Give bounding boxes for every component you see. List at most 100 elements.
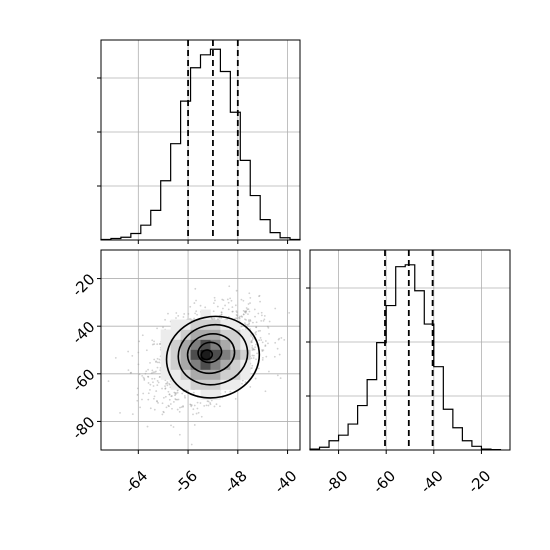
scatter-point — [166, 381, 169, 384]
xtick-label: -40 — [417, 467, 447, 497]
scatter-point — [158, 361, 161, 364]
scatter-point — [221, 298, 224, 301]
scatter-point — [235, 314, 238, 316]
scatter-point — [156, 361, 159, 364]
xtick-label: -20 — [464, 467, 494, 497]
xtick-label: -40 — [271, 467, 301, 497]
scatter-point — [183, 313, 186, 315]
scatter-point — [138, 373, 141, 376]
scatter-point — [189, 305, 192, 308]
scatter-point — [157, 402, 159, 404]
scatter-point — [194, 312, 197, 315]
scatter-point — [156, 343, 159, 346]
contour-line — [197, 341, 223, 364]
scatter-point — [153, 371, 156, 374]
density-block — [200, 389, 211, 400]
scatter-point — [174, 394, 176, 397]
scatter-point — [227, 301, 230, 304]
scatter-point — [142, 376, 145, 379]
ytick-label: -80 — [69, 413, 99, 443]
histogram-steps — [100, 48, 301, 241]
scatter-point — [168, 393, 171, 396]
scatter-point — [244, 328, 247, 330]
scatter-point — [252, 321, 254, 324]
scatter-point — [147, 392, 150, 395]
scatter-point — [156, 380, 159, 382]
scatter-point — [149, 361, 151, 364]
density-block — [210, 339, 221, 350]
scatter-point — [259, 336, 262, 339]
scatter-point — [195, 299, 197, 302]
scatter-point — [175, 392, 177, 394]
density-block — [200, 309, 211, 320]
density-block — [180, 359, 191, 370]
scatter-point — [274, 341, 277, 344]
scatter-point — [147, 382, 150, 384]
scatter-point — [213, 296, 216, 299]
scatter-point — [251, 367, 253, 369]
histogram-steps — [309, 264, 502, 451]
scatter-point — [267, 326, 270, 329]
scatter-point — [236, 311, 238, 314]
scatter-point — [173, 391, 176, 394]
scatter-point — [192, 391, 195, 394]
scatter-point — [254, 332, 257, 334]
scatter-point — [179, 406, 181, 409]
density-block — [230, 349, 241, 360]
xtick-label: -80 — [322, 467, 352, 497]
scatter-point — [187, 313, 190, 315]
density-block — [180, 329, 191, 340]
scatter-point — [127, 369, 130, 372]
scatter-point — [151, 377, 154, 380]
scatter-point — [278, 337, 281, 340]
scatter-point — [268, 332, 270, 335]
scatter-point — [181, 392, 184, 395]
scatter-point — [139, 406, 141, 409]
scatter-point — [161, 387, 163, 390]
density-block — [210, 389, 221, 400]
scatter-point — [193, 302, 196, 304]
scatter-point — [252, 348, 255, 351]
scatter-point — [207, 400, 210, 403]
scatter-point — [147, 375, 150, 378]
scatter-point — [209, 403, 212, 406]
density-block — [190, 319, 201, 330]
scatter-point — [239, 315, 241, 318]
scatter-point — [163, 411, 165, 414]
scatter-point — [256, 352, 258, 355]
density-block — [220, 349, 231, 360]
scatter-point — [218, 316, 221, 319]
scatter-point — [247, 319, 250, 322]
scatter-point — [249, 296, 252, 299]
scatter-point — [231, 310, 234, 313]
scatter-point — [147, 368, 149, 371]
scatter-point — [231, 306, 234, 309]
density-block — [180, 379, 191, 390]
density-blocks — [160, 309, 251, 400]
scatter-point — [242, 309, 245, 312]
scatter-point — [246, 308, 249, 311]
ytick-label: -40 — [69, 318, 99, 348]
scatter-point — [224, 304, 226, 307]
scatter-point — [235, 289, 238, 292]
density-block — [240, 349, 251, 360]
marginal-histogram-param1 — [97, 39, 301, 244]
scatter-point — [156, 400, 158, 403]
scatter-point — [153, 408, 156, 411]
scatter-point — [211, 318, 214, 320]
density-block — [170, 369, 181, 380]
scatter-point — [142, 392, 145, 395]
scatter-point — [107, 380, 110, 383]
scatter-point — [210, 317, 213, 320]
scatter-point — [261, 356, 264, 359]
density-block — [220, 319, 231, 330]
scatter-point — [244, 318, 246, 321]
scatter-point — [240, 325, 243, 328]
scatter-point — [156, 357, 159, 360]
scatter-point — [260, 319, 263, 322]
scatter-point — [158, 376, 161, 378]
contour-line — [186, 333, 236, 375]
scatter-point — [137, 363, 140, 366]
scatter-point — [119, 411, 121, 414]
scatter-point — [245, 310, 248, 313]
